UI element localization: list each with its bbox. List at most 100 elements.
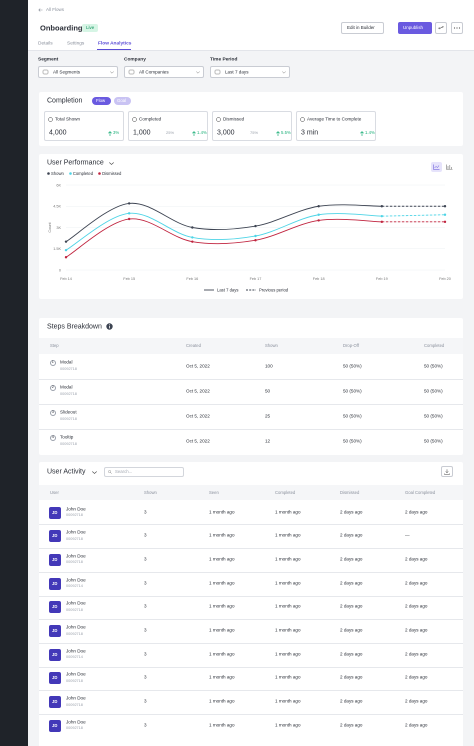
tab[interactable]: Details	[38, 41, 53, 47]
cell-shown: 3	[144, 556, 147, 562]
user-name: John Doe	[66, 553, 86, 559]
user-id: 00092718	[66, 631, 83, 636]
user-name: John Doe	[66, 672, 86, 678]
filter-dropdown[interactable]	[210, 66, 290, 78]
up-arrow-icon	[276, 130, 280, 136]
back-link[interactable]: All Flows	[46, 6, 65, 12]
cell-shown: 3	[144, 675, 147, 681]
cell-shown: 3	[144, 580, 147, 586]
search-box[interactable]	[104, 467, 184, 477]
cell-seen: 1 month ago	[209, 604, 235, 609]
cell-shown: 3	[144, 604, 147, 609]
more-icon	[453, 27, 461, 29]
user-id: 00092718	[66, 678, 83, 683]
download-button[interactable]	[441, 466, 453, 477]
flow-toggle[interactable]	[92, 97, 111, 105]
completed: 50 (50%)	[424, 438, 443, 444]
filter-dropdown[interactable]	[38, 66, 118, 78]
cell-goal-completed: 2 days ago	[405, 509, 428, 515]
step-id: 00092718	[60, 366, 77, 371]
stat-icon	[132, 117, 137, 122]
legend-label: Shown	[51, 170, 64, 176]
user-name: John Doe	[66, 506, 86, 512]
goal-toggle-label[interactable]: Goal	[117, 97, 127, 103]
step-name: Modal	[60, 384, 73, 390]
avatar	[49, 530, 61, 543]
legend-dot	[69, 172, 72, 175]
edit-button-label[interactable]: Edit in Builder	[347, 24, 375, 30]
row-divider	[39, 642, 463, 644]
legend-dot	[47, 172, 50, 175]
cell-goal-completed: 2 days ago	[405, 604, 428, 609]
stat-change: 1.4%	[365, 129, 375, 135]
cell-dismissed: 2 days ago	[340, 698, 363, 704]
shown: 12	[265, 438, 271, 444]
created: Oct 5, 2022	[186, 438, 210, 444]
user-id: 00092718	[66, 560, 83, 565]
edit-button[interactable]	[341, 22, 384, 34]
user-id: 00092718	[66, 536, 83, 541]
activity-card	[39, 462, 463, 746]
chevron-icon	[196, 71, 200, 74]
flow-toggle-label[interactable]: Flow	[96, 97, 106, 103]
row-divider	[39, 690, 463, 691]
column-header: Completed	[275, 489, 296, 495]
chevron-icon	[282, 71, 286, 74]
cell-completed: 1 month ago	[275, 580, 301, 586]
cell-seen: 1 month ago	[209, 509, 235, 515]
user-id: 00092718	[66, 702, 83, 707]
search-placeholder[interactable]: Search...	[115, 468, 133, 474]
search-icon	[108, 470, 112, 474]
stat-value: 3,000	[217, 129, 235, 137]
tab[interactable]: Settings	[67, 41, 85, 47]
stat-share: 75%	[250, 130, 259, 135]
shown: 100	[265, 363, 273, 369]
avatar-initials: JD	[52, 627, 58, 633]
completion-title: Completion	[47, 97, 83, 105]
stat-change: 1.4%	[197, 129, 207, 135]
stat-icon	[48, 117, 53, 122]
cell-completed: 1 month ago	[275, 509, 301, 515]
tab[interactable]: Flow Analytics	[98, 41, 132, 47]
filter-value[interactable]: Last 7 days	[225, 69, 249, 75]
avatar-initials: JD	[52, 556, 58, 562]
step-name: Slideout	[60, 409, 77, 415]
column-header: Dismissed	[340, 489, 360, 495]
up-arrow-icon	[192, 130, 196, 136]
unpublish-button-label[interactable]: Unpublish	[403, 24, 424, 30]
up-arrow-icon	[108, 130, 112, 136]
filter-value[interactable]: All Companies	[139, 69, 169, 75]
unpublish-button[interactable]	[398, 22, 432, 34]
filter-label: Time Period	[210, 57, 238, 63]
filter-icon	[128, 69, 135, 75]
cell-shown: 3	[144, 651, 147, 657]
line-icon	[433, 164, 440, 170]
filter-icon	[42, 69, 49, 75]
row-divider	[39, 714, 463, 715]
created: Oct 5, 2022	[186, 413, 210, 419]
status-badge	[82, 24, 98, 32]
step-number: 2	[51, 385, 54, 390]
filter-value[interactable]: All Segments	[53, 69, 81, 75]
created: Oct 5, 2022	[186, 363, 210, 369]
user-id: 00092718	[66, 607, 83, 612]
chevron-icon	[92, 471, 97, 474]
link-icon	[438, 26, 444, 30]
filter-icon	[214, 69, 221, 75]
drop-off: 50 (50%)	[343, 363, 362, 369]
step-number: 3	[51, 410, 54, 415]
avatar	[49, 648, 61, 661]
step-number-badge	[50, 385, 56, 391]
drop-off: 50 (50%)	[343, 388, 362, 394]
avatar-initials: JD	[52, 580, 58, 586]
goal-toggle[interactable]	[114, 97, 131, 105]
filter-dropdown[interactable]	[124, 66, 204, 78]
bar-icon	[446, 164, 453, 170]
avatar	[49, 601, 61, 614]
cell-goal-completed: 2 days ago	[405, 651, 428, 657]
cell-completed: 1 month ago	[275, 675, 301, 681]
avatar	[49, 577, 61, 590]
step-number: 1	[51, 360, 54, 365]
cell-dismissed: 2 days ago	[340, 580, 363, 586]
user-name: John Doe	[66, 624, 86, 630]
